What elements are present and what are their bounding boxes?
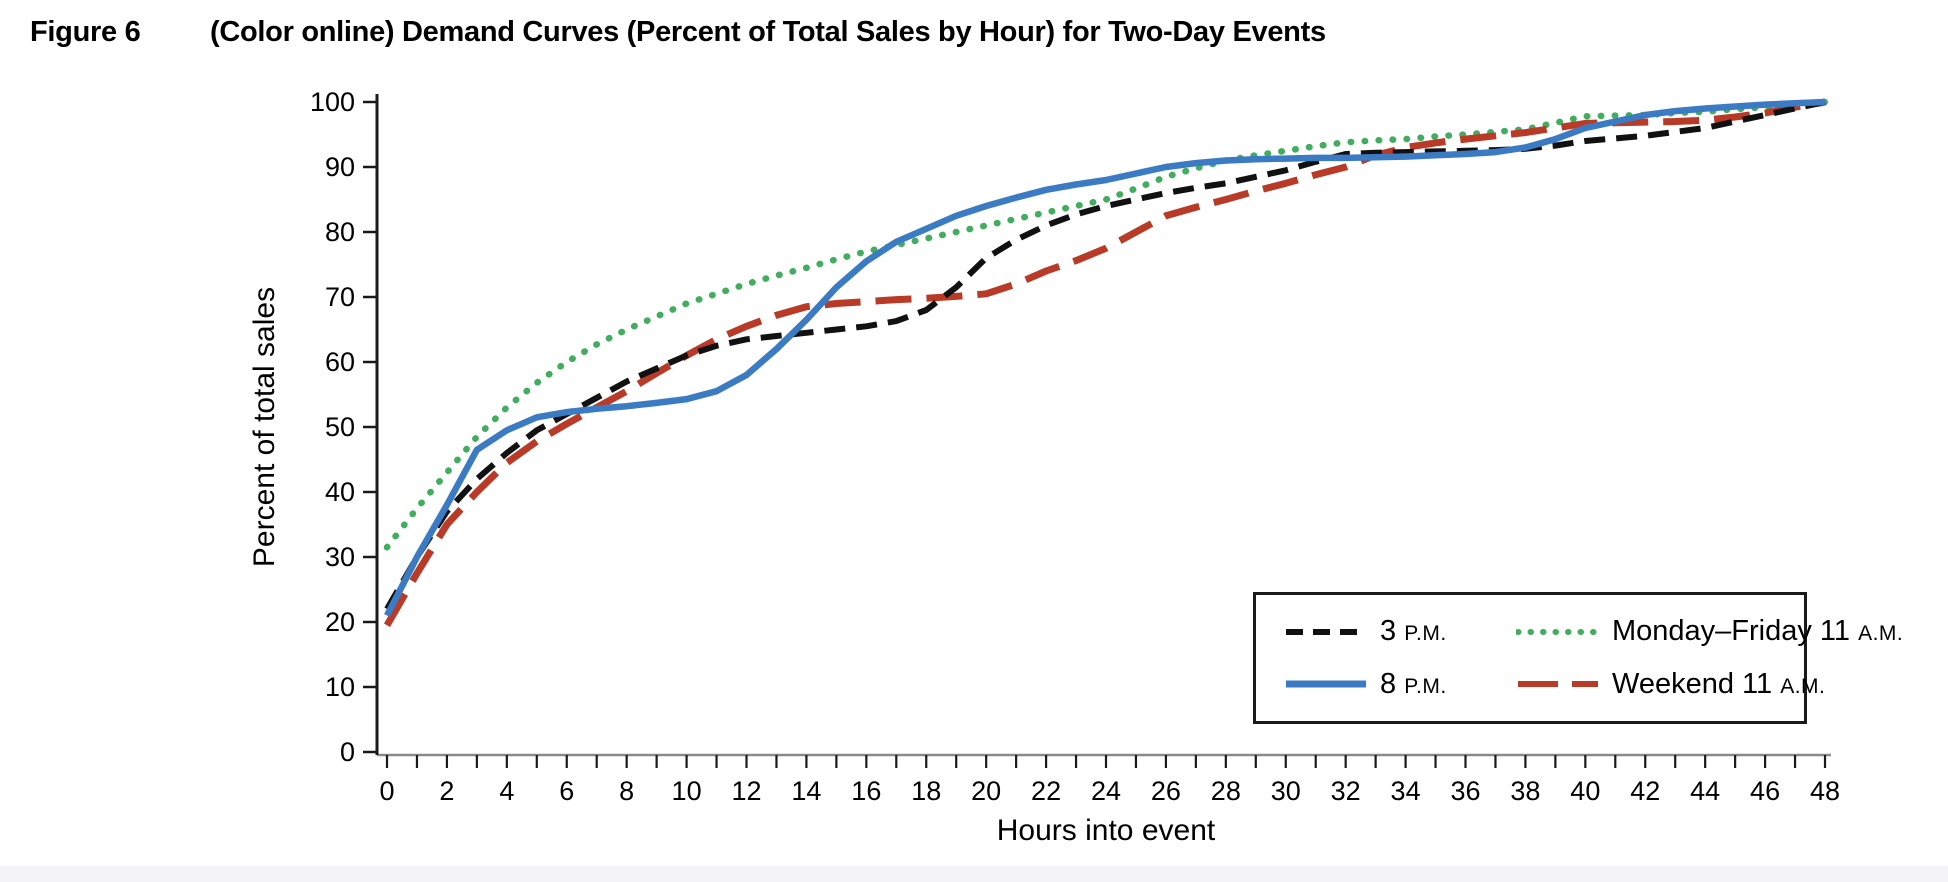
series-3-p-m- [384, 99, 1826, 611]
y-tick-label: 40 [325, 477, 355, 507]
y-tick-label: 20 [325, 607, 355, 637]
figure-title-row: Figure 6 (Color online) Demand Curves (P… [30, 16, 1930, 49]
series-8-p-m- [384, 98, 1826, 617]
legend-label: 3 P.M. [1380, 615, 1447, 648]
legend-swatch [1518, 681, 1598, 688]
x-tick-label: 18 [911, 776, 941, 806]
legend-item-3-p-m-: 3 P.M. [1284, 610, 1516, 654]
x-axis-title: Hours into event [996, 814, 1216, 847]
y-tick-label: 100 [310, 87, 355, 117]
series-weekend-11-a-m- [383, 98, 1826, 628]
y-tick-label: 50 [325, 412, 355, 442]
legend-swatch [1286, 628, 1366, 635]
x-tick-label: 32 [1331, 776, 1361, 806]
y-tick-label: 60 [325, 347, 355, 377]
x-tick-label: 2 [439, 776, 454, 806]
legend: 3 P.M. Monday–Friday 11 A.M. 8 P.M. Weekend… [1253, 592, 1903, 724]
legend-swatch [1286, 680, 1366, 688]
legend-label: Monday–Friday 11 A.M. [1612, 615, 1904, 648]
y-tick-label: 70 [325, 282, 355, 312]
x-tick-label: 48 [1810, 776, 1840, 806]
x-tick-label: 12 [731, 776, 761, 806]
x-tick-label: 20 [971, 776, 1001, 806]
x-tick-label: 38 [1510, 776, 1540, 806]
x-tick-label: 10 [672, 776, 702, 806]
x-tick-label: 36 [1450, 776, 1480, 806]
figure-title: (Color online) Demand Curves (Percent of… [210, 16, 1326, 48]
x-tick-label: 44 [1690, 776, 1720, 806]
x-tick-label: 26 [1151, 776, 1181, 806]
y-tick-label: 90 [325, 152, 355, 182]
legend-item-weekend-11-a-m-: Weekend 11 A.M. [1516, 662, 1903, 706]
legend-item-8-p-m-: 8 P.M. [1284, 662, 1516, 706]
legend-swatch [1516, 628, 1600, 635]
legend-item-monday-friday-11-a-m-: Monday–Friday 11 A.M. [1516, 610, 1903, 654]
x-tick-label: 46 [1750, 776, 1780, 806]
x-tick-label: 0 [379, 776, 394, 806]
y-tick-label: 0 [340, 737, 355, 767]
x-tick-label: 22 [1031, 776, 1061, 806]
x-tick-label: 6 [559, 776, 574, 806]
x-tick-label: 28 [1211, 776, 1241, 806]
x-tick-label: 14 [791, 776, 821, 806]
x-tick-label: 8 [619, 776, 634, 806]
x-tick-label: 16 [851, 776, 881, 806]
x-tick-label: 40 [1570, 776, 1600, 806]
x-tick-label: 30 [1271, 776, 1301, 806]
x-tick-label: 34 [1391, 776, 1421, 806]
legend-label: 8 P.M. [1380, 667, 1447, 700]
y-tick-label: 10 [325, 672, 355, 702]
x-tick-label: 4 [499, 776, 514, 806]
y-tick-label: 80 [325, 217, 355, 247]
series-monday-friday-11-a-m- [383, 98, 1829, 551]
y-tick-label: 30 [325, 542, 355, 572]
x-tick-label: 24 [1091, 776, 1121, 806]
x-tick-label: 42 [1630, 776, 1660, 806]
bottom-strip [0, 866, 1948, 882]
figure-number: Figure 6 [30, 16, 141, 48]
legend-label: Weekend 11 A.M. [1612, 667, 1826, 700]
